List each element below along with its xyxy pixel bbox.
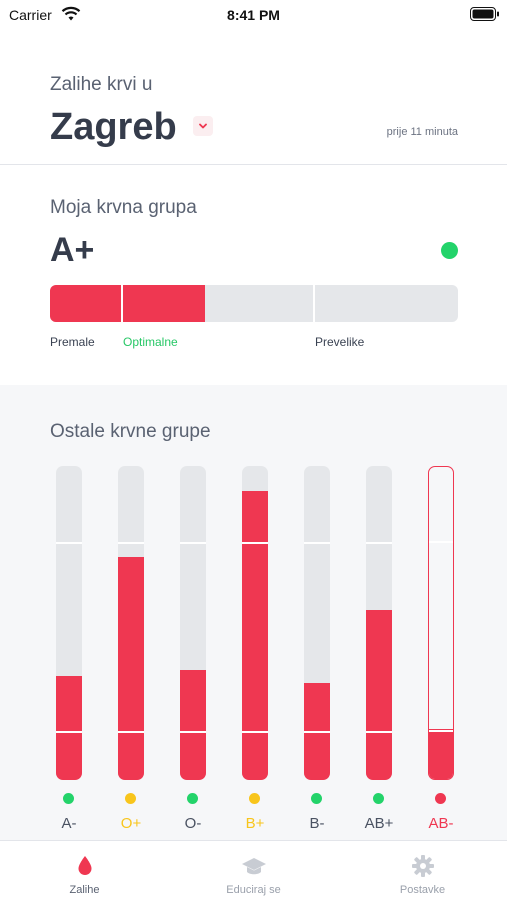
threshold-line-low <box>429 730 453 732</box>
gear-icon <box>412 855 434 877</box>
status-dot <box>249 793 260 804</box>
my-group-status-dot <box>441 242 458 259</box>
location-header: Zalihe krvi u Zagreb prije 11 minuta <box>0 30 507 165</box>
status-dot <box>373 793 384 804</box>
threshold-line-high <box>180 542 206 544</box>
status-dot <box>125 793 136 804</box>
blood-level-fill <box>118 557 144 780</box>
tab-educiraj-se[interactable]: Educiraj se <box>169 841 338 901</box>
location-subtitle: Zalihe krvi u <box>50 74 153 95</box>
other-blood-groups-section: Ostale krvne grupe A- O+ O- B+ B- AB+ AB- <box>0 385 507 840</box>
blood-group-label: B- <box>309 815 325 832</box>
city-selector-button[interactable] <box>193 116 213 136</box>
my-group-value: A+ <box>50 231 95 269</box>
last-updated: prije 11 minuta <box>386 126 458 138</box>
status-dot <box>311 793 322 804</box>
my-group-level-bar <box>50 285 458 322</box>
threshold-line-low <box>180 731 206 733</box>
blood-level-column <box>366 466 392 780</box>
threshold-tick-low <box>121 285 123 322</box>
blood-level-fill <box>56 676 82 780</box>
blood-group-label: O- <box>184 815 202 832</box>
threshold-line-high <box>242 542 268 544</box>
blood-group-label: O+ <box>120 815 142 832</box>
threshold-tick-high <box>313 285 315 322</box>
threshold-line-low <box>118 731 144 733</box>
my-blood-group-section: Moja krvna grupa A+ Premale Optimalne Pr… <box>0 165 507 385</box>
wifi-icon <box>61 6 81 21</box>
tab-label: Postavke <box>399 884 446 896</box>
blood-level-fill <box>180 670 206 780</box>
tab-zalihe[interactable]: Zalihe <box>0 841 169 901</box>
status-dot <box>63 793 74 804</box>
tab-postavke[interactable]: Postavke <box>338 841 507 901</box>
blood-level-column <box>428 466 454 780</box>
graduation-cap-icon <box>242 858 266 875</box>
blood-group-label: AB- <box>428 815 454 832</box>
threshold-line-high <box>429 541 453 543</box>
tab-label: Educiraj se <box>226 884 281 896</box>
my-group-title: Moja krvna grupa <box>50 197 197 218</box>
threshold-line-low <box>56 731 82 733</box>
blood-group-label: A- <box>61 815 77 832</box>
status-dot <box>435 793 446 804</box>
threshold-line-low <box>304 731 330 733</box>
clock: 8:41 PM <box>227 7 280 23</box>
level-label-low: Premale <box>50 335 95 349</box>
blood-level-column <box>180 466 206 780</box>
blood-level-column <box>242 466 268 780</box>
blood-level-column <box>56 466 82 780</box>
threshold-line-high <box>366 542 392 544</box>
my-group-level-fill <box>50 285 205 322</box>
threshold-line-high <box>56 542 82 544</box>
blood-level-column <box>304 466 330 780</box>
threshold-line-high <box>304 542 330 544</box>
other-groups-title: Ostale krvne grupe <box>50 421 211 442</box>
threshold-line-low <box>242 731 268 733</box>
blood-group-label: AB+ <box>364 815 394 832</box>
carrier-label: Carrier <box>9 7 52 23</box>
blood-level-fill <box>429 729 453 779</box>
city-name[interactable]: Zagreb <box>50 106 177 148</box>
threshold-line-high <box>118 542 144 544</box>
threshold-line-low <box>366 731 392 733</box>
battery-icon <box>470 7 499 21</box>
status-bar: Carrier 8:41 PM <box>0 0 507 30</box>
chevron-down-icon <box>199 123 207 129</box>
blood-level-fill <box>366 610 392 780</box>
level-label-high: Prevelike <box>315 335 365 349</box>
status-dot <box>187 793 198 804</box>
blood-drop-icon <box>78 856 92 875</box>
tab-label: Zalihe <box>69 884 100 896</box>
blood-level-fill <box>242 491 268 780</box>
blood-group-label: B+ <box>245 815 265 832</box>
tab-bar: Zalihe Educiraj se Postavke <box>0 840 507 901</box>
level-label-optimal: Optimalne <box>123 335 178 349</box>
blood-level-column <box>118 466 144 780</box>
